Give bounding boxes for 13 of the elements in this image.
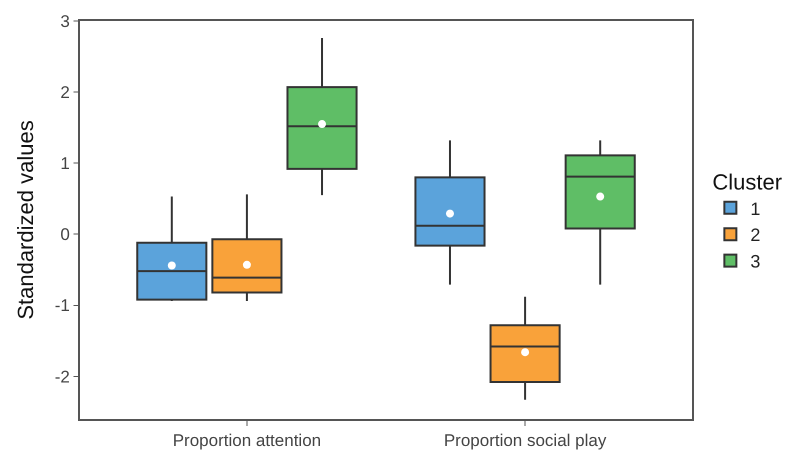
y-tick-label: -1	[54, 296, 70, 316]
y-tick-label: 0	[60, 225, 70, 244]
y-tick-label: 1	[60, 154, 70, 174]
y-tick-label: 3	[60, 12, 70, 31]
legend-label: 2	[750, 225, 760, 246]
legend-title: Cluster	[712, 170, 782, 195]
legend-label: 1	[750, 198, 760, 219]
y-tick-label: -2	[54, 367, 70, 386]
x-tick-label: Proportion attention	[172, 431, 322, 450]
y-tick-label: 2	[60, 83, 70, 102]
y-axis-title: Standardized values	[13, 120, 38, 320]
x-tick-label: Proportion social play	[444, 431, 607, 450]
legend-label: 3	[750, 252, 760, 272]
